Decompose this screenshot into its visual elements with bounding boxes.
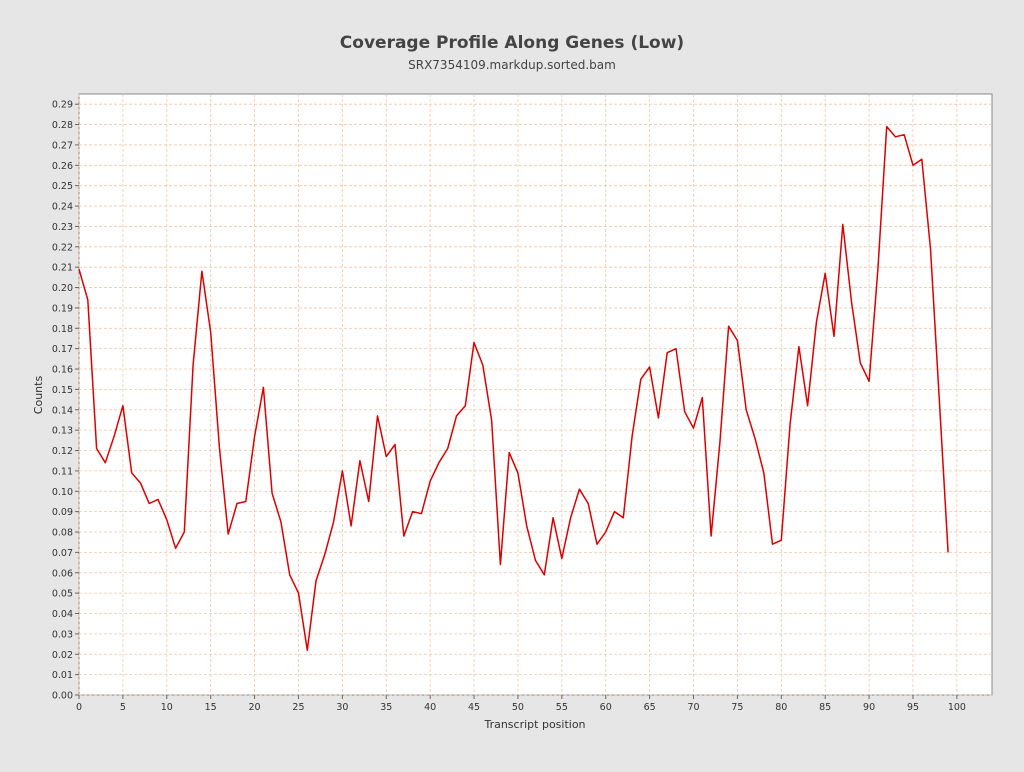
x-tick-label: 0 — [76, 702, 82, 713]
y-tick-label: 0.26 — [52, 161, 73, 172]
x-tick-label: 55 — [556, 702, 568, 713]
y-tick-label: 0.07 — [52, 548, 73, 559]
y-tick-label: 0.22 — [52, 242, 73, 253]
y-tick-label: 0.06 — [52, 568, 73, 579]
x-tick-label: 15 — [205, 702, 217, 713]
y-tick-label: 0.10 — [52, 487, 73, 498]
y-tick-label: 0.13 — [52, 426, 73, 437]
y-tick-label: 0.29 — [52, 100, 73, 111]
y-axis: 0.00 0.01 0.02 0.03 0.04 0.05 0.06 0.07 0.08 0.09… — [52, 100, 79, 702]
x-tick-label: 40 — [424, 702, 436, 713]
x-tick-label: 35 — [380, 702, 392, 713]
y-tick-label: 0.27 — [52, 140, 73, 151]
y-tick-label: 0.28 — [52, 120, 73, 131]
x-axis-label: Transcript position — [483, 718, 585, 731]
y-tick-label: 0.19 — [52, 303, 73, 314]
y-tick-label: 0.23 — [52, 222, 73, 233]
y-tick-label: 0.18 — [52, 324, 73, 335]
x-tick-label: 5 — [120, 702, 126, 713]
x-tick-label: 20 — [249, 702, 261, 713]
x-tick-label: 90 — [863, 702, 875, 713]
y-tick-label: 0.15 — [52, 385, 73, 396]
chart-title: Coverage Profile Along Genes (Low) — [340, 33, 684, 53]
series-line — [78, 125, 949, 651]
y-tick-label: 0.02 — [52, 650, 73, 661]
x-tick-label: 10 — [161, 702, 173, 713]
x-tick-label: 70 — [687, 702, 699, 713]
y-tick-label: 0.09 — [52, 507, 73, 518]
y-tick-label: 0.16 — [52, 365, 73, 376]
x-tick-label: 85 — [819, 702, 831, 713]
x-tick-label: 65 — [644, 702, 656, 713]
plot-area — [78, 93, 993, 696]
x-tick-label: 75 — [731, 702, 743, 713]
y-tick-label: 0.00 — [52, 691, 73, 702]
y-tick-label: 0.24 — [52, 202, 73, 213]
x-tick-label: 25 — [292, 702, 304, 713]
x-tick-label: 80 — [775, 702, 787, 713]
y-tick-label: 0.20 — [52, 283, 73, 294]
y-tick-label: 0.12 — [52, 446, 73, 457]
x-tick-label: 50 — [512, 702, 524, 713]
y-tick-label: 0.17 — [52, 344, 73, 355]
y-tick-label: 0.01 — [52, 670, 73, 681]
y-tick-label: 0.14 — [52, 405, 73, 416]
y-tick-label: 0.08 — [52, 528, 73, 539]
x-tick-label: 60 — [600, 702, 612, 713]
y-tick-label: 0.11 — [52, 466, 73, 477]
y-tick-label: 0.21 — [52, 263, 73, 274]
x-axis: 0 5 10 15 20 25 30 35 40 45 50 55 60 65 70 75 80 85 90 95 10… — [76, 695, 966, 713]
chart-subtitle: SRX7354109.markdup.sorted.bam — [408, 58, 616, 72]
x-tick-label: 95 — [907, 702, 919, 713]
series-group — [78, 125, 949, 651]
y-tick-label: 0.03 — [52, 629, 73, 640]
y-tick-label: 0.05 — [52, 589, 73, 600]
y-axis-label: Counts — [32, 376, 45, 415]
y-tick-label: 0.04 — [52, 609, 73, 620]
x-tick-label: 100 — [948, 702, 966, 713]
x-tick-label: 30 — [336, 702, 348, 713]
grid-lines — [78, 94, 992, 696]
y-tick-label: 0.25 — [52, 181, 73, 192]
x-tick-label: 45 — [468, 702, 480, 713]
